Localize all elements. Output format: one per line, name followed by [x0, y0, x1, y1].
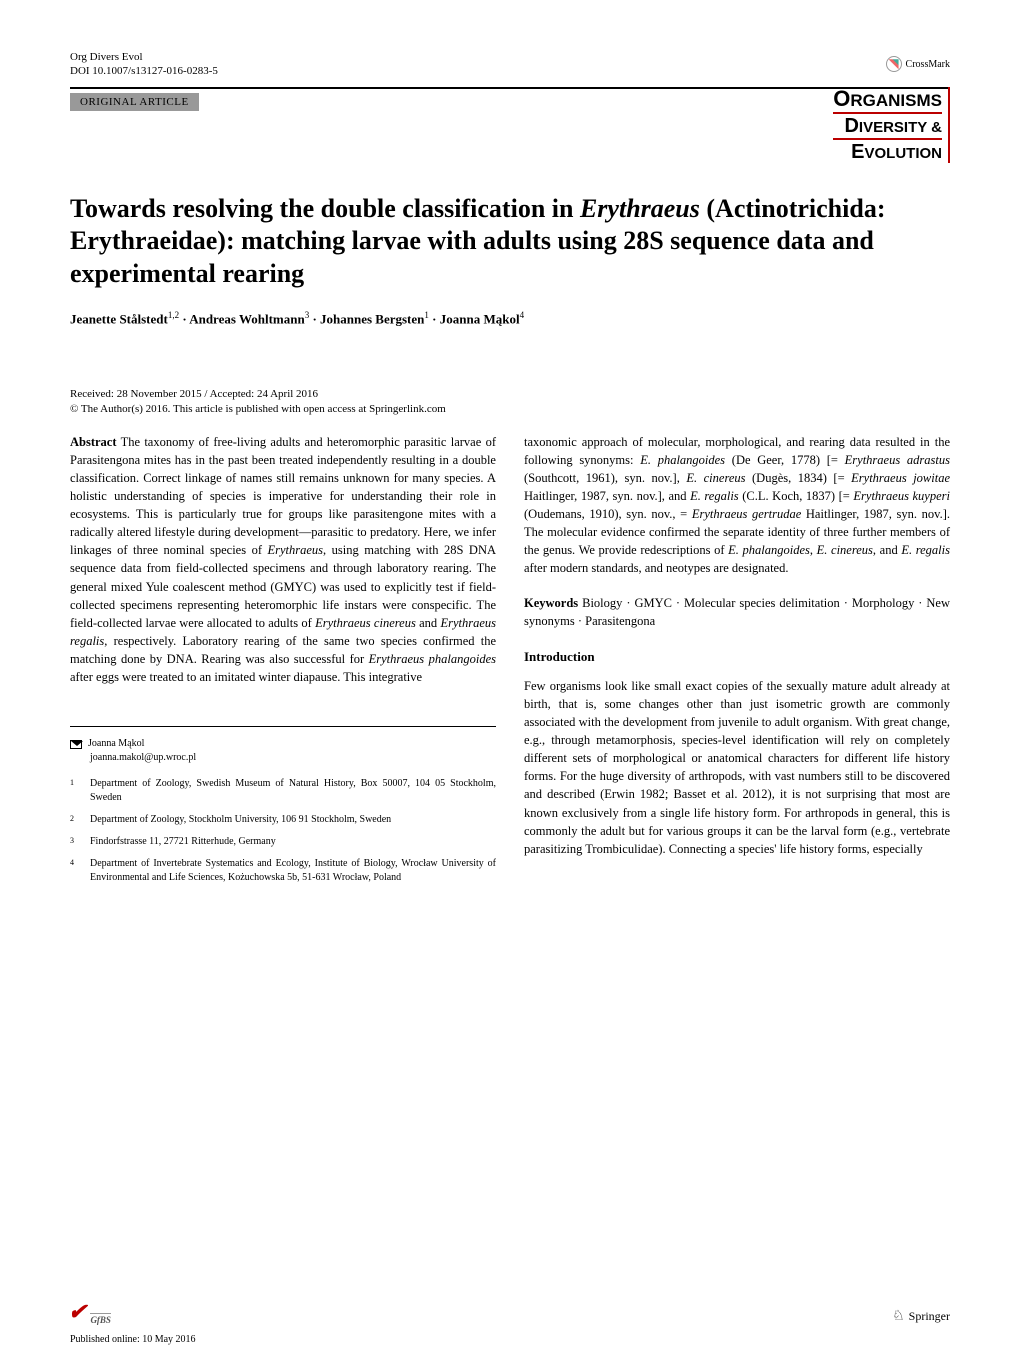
col2-sp-3: E. cinereus: [686, 471, 745, 485]
article-type-badge: ORIGINAL ARTICLE: [70, 93, 199, 111]
keywords-text: Biology · GMYC · Molecular species delim…: [524, 596, 950, 628]
col2-text-10: , and: [873, 543, 901, 557]
logo-line2-rest: IVERSITY &: [859, 119, 942, 136]
author-1: Jeanette Stålstedt: [70, 312, 168, 327]
col2-sp-5: E. regalis: [690, 489, 739, 503]
col2-sp-4: Erythraeus jowitae: [851, 471, 950, 485]
logo-line3-initial: E: [851, 141, 864, 163]
affiliation-3: 3 Findorfstrasse 11, 27721 Ritterhude, G…: [70, 835, 496, 849]
gfbs-text: GfBS: [90, 1313, 111, 1325]
left-column: Abstract The taxonomy of free-living adu…: [70, 433, 496, 894]
corresponding-author: Joanna Mąkol joanna.makol@up.wroc.pl: [70, 737, 496, 765]
author-4-affil: 4: [520, 310, 525, 320]
author-sep-2: · Johannes Bergsten: [309, 312, 424, 327]
affiliation-4: 4 Department of Invertebrate Systematics…: [70, 857, 496, 885]
affil-num-1: 1: [70, 777, 78, 805]
abstract-species-3: Erythraeus phalangoides: [369, 652, 496, 666]
affil-num-3: 3: [70, 835, 78, 849]
col2-text-6: (C.L. Koch, 1837) [=: [739, 489, 854, 503]
journal-logo: ORGANISMS DIVERSITY & EVOLUTION: [833, 87, 950, 163]
gfbs-logo: ✔ GfBS: [70, 1299, 111, 1325]
springer-logo: ♘ Springer: [892, 1308, 950, 1325]
keywords-label: Keywords: [524, 596, 578, 610]
footnotes-block: Joanna Mąkol joanna.makol@up.wroc.pl 1 D…: [70, 726, 496, 885]
abstract-continuation: taxonomic approach of molecular, morphol…: [524, 433, 950, 578]
springer-horse-icon: ♘: [892, 1308, 905, 1325]
footer-row: ✔ GfBS ♘ Springer: [70, 1299, 950, 1325]
affil-text-1: Department of Zoology, Swedish Museum of…: [90, 777, 496, 805]
envelope-icon: [70, 740, 82, 749]
col2-text-9: ,: [810, 543, 817, 557]
abstract-text-3: and: [416, 616, 441, 630]
logo-line3-rest: VOLUTION: [865, 145, 943, 162]
col2-sp-6: Erythraeus kuyperi: [853, 489, 950, 503]
main-two-column: Abstract The taxonomy of free-living adu…: [70, 433, 950, 894]
col2-text-5: Haitlinger, 1987, syn. nov.], and: [524, 489, 690, 503]
author-list: Jeanette Stålstedt1,2 · Andreas Wohltman…: [70, 310, 950, 327]
article-title: Towards resolving the double classificat…: [70, 193, 950, 291]
affil-text-4: Department of Invertebrate Systematics a…: [90, 857, 496, 885]
article-type-row: ORIGINAL ARTICLE ORGANISMS DIVERSITY & E…: [70, 93, 950, 163]
col2-text-3: (Southcott, 1961), syn. nov.],: [524, 471, 686, 485]
affil-text-3: Findorfstrasse 11, 27721 Ritterhude, Ger…: [90, 835, 276, 849]
logo-line1-initial: O: [833, 86, 850, 111]
title-part1: Towards resolving the double classificat…: [70, 194, 580, 223]
col2-sp-8: E. phalangoides: [728, 543, 810, 557]
col2-text-4: (Dugès, 1834) [=: [746, 471, 852, 485]
title-genus: Erythraeus: [580, 194, 700, 223]
crossmark-icon: [886, 56, 902, 72]
author-sep-3: · Joanna Mąkol: [429, 312, 520, 327]
article-dates: Received: 28 November 2015 / Accepted: 2…: [70, 388, 950, 400]
col2-sp-10: E. regalis: [901, 543, 950, 557]
col2-text-7: (Oudemans, 1910), syn. nov., =: [524, 507, 692, 521]
corresp-email: joanna.makol@up.wroc.pl: [90, 752, 196, 763]
author-sep-1: · Andreas Wohltmann: [179, 312, 305, 327]
springer-text: Springer: [909, 1309, 950, 1324]
journal-identifier: Org Divers Evol DOI 10.1007/s13127-016-0…: [70, 50, 218, 79]
col2-text-2: (De Geer, 1778) [=: [725, 453, 845, 467]
header-divider: [70, 87, 950, 89]
abstract-text-1: The taxonomy of free-living adults and h…: [70, 435, 496, 558]
abstract-genus-1: Erythraeus: [267, 543, 323, 557]
gfbs-wing-icon: ✔: [67, 1299, 92, 1325]
introduction-paragraph: Few organisms look like small exact copi…: [524, 677, 950, 858]
col2-sp-2: Erythraeus adrastus: [845, 453, 950, 467]
abstract-paragraph: Abstract The taxonomy of free-living adu…: [70, 433, 496, 687]
logo-divider-2: [833, 138, 942, 140]
col2-sp-7: Erythraeus gertrudae: [692, 507, 801, 521]
abstract-label: Abstract: [70, 435, 117, 449]
crossmark-badge[interactable]: CrossMark: [886, 56, 950, 72]
corresp-name: Joanna Mąkol: [88, 738, 144, 749]
copyright-line: © The Author(s) 2016. This article is pu…: [70, 403, 950, 415]
affil-num-4: 4: [70, 857, 78, 885]
affiliation-1: 1 Department of Zoology, Swedish Museum …: [70, 777, 496, 805]
affiliation-2: 2 Department of Zoology, Stockholm Unive…: [70, 813, 496, 827]
right-column: taxonomic approach of molecular, morphol…: [524, 433, 950, 894]
col2-text-11: after modern standards, and neotypes are…: [524, 561, 788, 575]
logo-divider-1: [833, 112, 942, 114]
abstract-species-1: Erythraeus cinereus: [315, 616, 416, 630]
author-1-affil: 1,2: [168, 310, 179, 320]
crossmark-label: CrossMark: [906, 59, 950, 70]
col2-sp-1: E. phalangoides: [640, 453, 725, 467]
abstract-text-5: after eggs were treated to an imitated w…: [70, 670, 422, 684]
keywords-paragraph: Keywords Biology · GMYC · Molecular spec…: [524, 594, 950, 630]
doi-text: DOI 10.1007/s13127-016-0283-5: [70, 64, 218, 78]
published-online-text: Published online: 10 May 2016: [70, 1334, 196, 1345]
affil-num-2: 2: [70, 813, 78, 827]
affil-text-2: Department of Zoology, Stockholm Univers…: [90, 813, 391, 827]
journal-short-name: Org Divers Evol: [70, 50, 218, 64]
introduction-heading: Introduction: [524, 648, 950, 667]
logo-line1-rest: RGANISMS: [850, 91, 942, 110]
header-row: Org Divers Evol DOI 10.1007/s13127-016-0…: [70, 50, 950, 79]
col2-sp-9: E. cinereus: [817, 543, 873, 557]
logo-line2-initial: D: [844, 115, 858, 137]
